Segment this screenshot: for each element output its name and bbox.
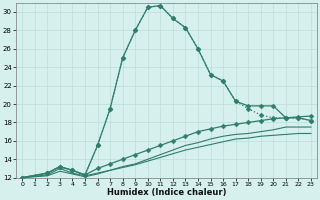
X-axis label: Humidex (Indice chaleur): Humidex (Indice chaleur) — [107, 188, 226, 197]
